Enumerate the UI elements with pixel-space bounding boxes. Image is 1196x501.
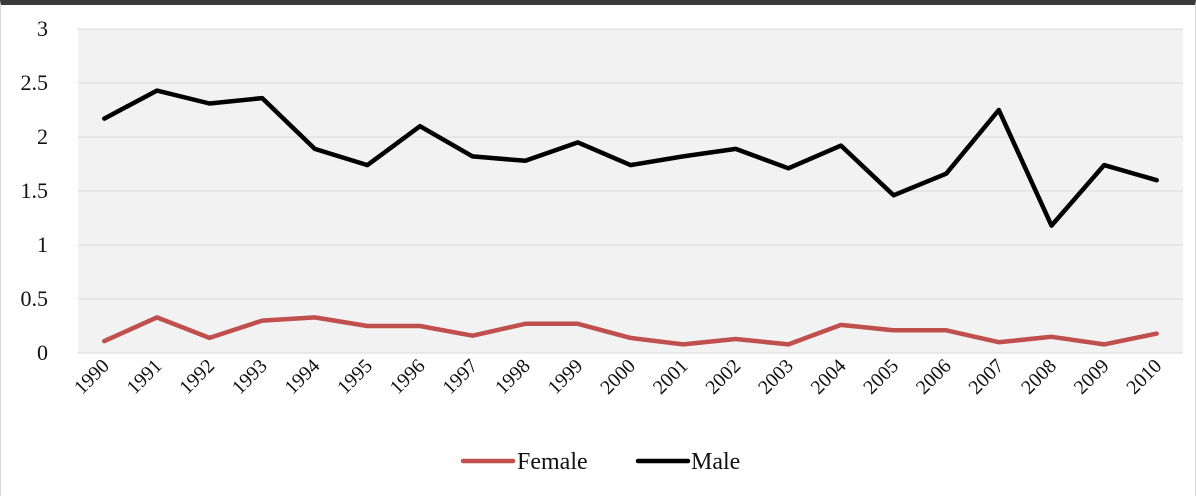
y-axis-ticks: 0 0.5 1 1.5 2 2.5 3 xyxy=(21,16,49,365)
y-tick-label: 0 xyxy=(37,340,48,365)
gridlines xyxy=(78,28,1183,354)
x-tick-label: 1993 xyxy=(228,355,272,399)
x-tick-label: 2008 xyxy=(1017,355,1061,399)
x-tick-label: 2000 xyxy=(596,355,640,399)
x-tick-label: 1990 xyxy=(70,355,114,399)
x-tick-label: 1997 xyxy=(438,355,482,399)
y-tick-label: 3 xyxy=(37,16,48,41)
x-tick-label: 2004 xyxy=(807,355,851,399)
x-tick-label: 2005 xyxy=(859,355,903,399)
x-tick-label: 1992 xyxy=(175,355,219,399)
x-tick-label: 1998 xyxy=(491,355,535,399)
series-line-female xyxy=(102,315,1159,347)
y-tick-label: 1 xyxy=(37,232,48,257)
y-tick-label: 2 xyxy=(37,124,48,149)
y-tick-label: 2.5 xyxy=(21,70,49,95)
legend: Female Male xyxy=(460,449,740,475)
series-lines xyxy=(102,88,1159,347)
x-tick-label: 2006 xyxy=(912,355,956,399)
y-tick-label: 1.5 xyxy=(21,178,49,203)
y-tick-label: 0.5 xyxy=(21,286,49,311)
line-chart: 00.511.522.53 1990 1991 1992 1993 1994 1995 19… xyxy=(21,16,1183,475)
legend-label-male: Male xyxy=(691,449,740,475)
x-tick-label: 2007 xyxy=(965,355,1009,399)
legend-label-female: Female xyxy=(517,449,588,475)
x-tick-label: 1995 xyxy=(333,355,377,399)
x-tick-label: 2009 xyxy=(1070,355,1114,399)
series-line-male xyxy=(102,88,1159,228)
x-axis-ticks: 1990 1991 1992 1993 1994 1995 1996 1997 1998 1999… xyxy=(70,355,1166,399)
x-tick-label: 2002 xyxy=(701,355,745,399)
x-tick-label: 2001 xyxy=(649,355,693,399)
x-tick-label: 1996 xyxy=(386,355,430,399)
x-tick-label: 1999 xyxy=(544,355,588,399)
x-tick-label: 2003 xyxy=(754,355,798,399)
x-tick-label: 1991 xyxy=(123,355,167,399)
x-tick-label: 1994 xyxy=(280,355,324,399)
x-tick-label: 2010 xyxy=(1122,355,1166,399)
